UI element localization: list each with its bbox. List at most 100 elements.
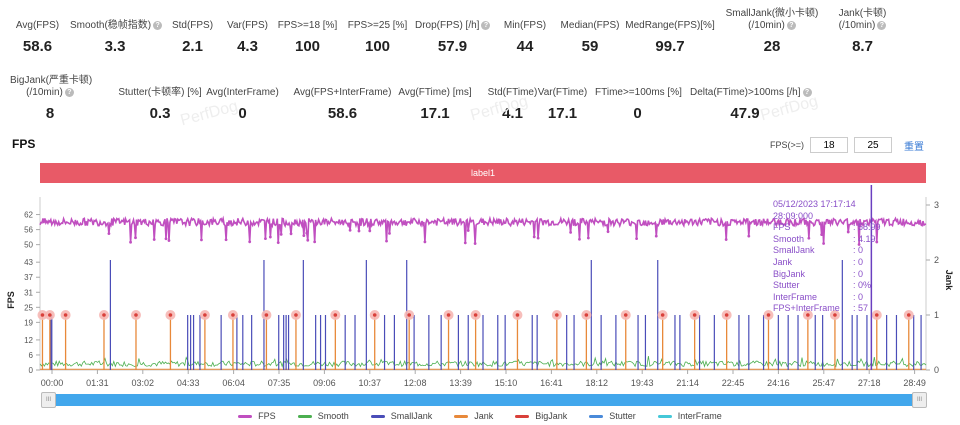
- bigjank-marker: [134, 313, 138, 317]
- fps-point: [200, 238, 203, 242]
- legend-item-interframe[interactable]: InterFrame: [657, 411, 722, 421]
- stat-0: BigJank(严重卡顿) (/10min)? 8: [10, 75, 93, 122]
- fps-series-line: [39, 215, 927, 245]
- fps-point: [532, 235, 536, 239]
- legend-item-jank[interactable]: Jank: [454, 411, 493, 421]
- fps-point: [248, 240, 252, 244]
- stat-value: 4.3: [237, 38, 258, 55]
- y-tick-label: 37: [24, 273, 33, 282]
- fps-point: [423, 240, 427, 244]
- fps-point: [134, 236, 137, 240]
- fps-point: [846, 230, 850, 234]
- legend-label: InterFrame: [677, 411, 722, 421]
- help-icon[interactable]: ?: [786, 20, 796, 30]
- bigjank-marker: [63, 313, 68, 317]
- fps-point: [167, 239, 171, 242]
- y-right-tick-label: 2: [934, 255, 939, 265]
- bigjank-marker: [692, 313, 697, 317]
- stat-2: Std(FPS) 2.1: [165, 8, 220, 55]
- bigjank-marker: [407, 313, 411, 317]
- help-icon[interactable]: ?: [802, 87, 812, 97]
- stat-value: 100: [364, 38, 391, 55]
- fps-point: [822, 242, 826, 245]
- stat-label: Avg(InterFrame): [205, 87, 280, 99]
- tooltip-value: : 0: [853, 245, 864, 256]
- x-tick-label: 18:12: [586, 378, 609, 388]
- help-icon[interactable]: ?: [481, 20, 491, 30]
- tooltip-key: FPS: [773, 222, 791, 233]
- x-tick-label: 27:18: [858, 378, 881, 388]
- stat-label-text: BigJank(严重卡顿): [10, 75, 93, 86]
- tooltip-value: : 0%: [853, 280, 872, 291]
- legend-item-stutter[interactable]: Stutter: [589, 411, 636, 421]
- fps-threshold-controls: FPS(>=) 重置: [770, 137, 924, 153]
- label-bar[interactable]: label1: [40, 163, 926, 183]
- y-right-tick-label: 1: [934, 310, 939, 320]
- fps-point: [463, 241, 467, 245]
- y-tick-label: 56: [24, 226, 33, 235]
- fps-point: [279, 232, 283, 236]
- stat-value: 17.1: [547, 105, 578, 122]
- threshold-input-2[interactable]: [854, 137, 892, 153]
- stat-label-text: Var(FPS): [227, 20, 268, 31]
- stat-label-text: Delta(FTime)>100ms [/h]: [690, 87, 801, 98]
- tooltip-value: : 0: [853, 256, 864, 267]
- stat-label-text: Avg(FTime) [ms]: [398, 87, 472, 98]
- fps-point: [635, 237, 638, 241]
- time-range-slider[interactable]: III III: [41, 392, 927, 408]
- slider-handle-right[interactable]: III: [912, 392, 927, 408]
- stat-value: 100: [294, 38, 321, 55]
- legend-item-smooth[interactable]: Smooth: [297, 411, 349, 421]
- stat-value: 0: [238, 105, 247, 122]
- bigjank-marker: [766, 313, 771, 317]
- stat-label: Avg(FPS+InterFrame): [285, 87, 400, 99]
- stat-label: BigJank(严重卡顿) (/10min)?: [10, 75, 93, 99]
- x-tick-label: 00:00: [41, 378, 64, 388]
- help-icon[interactable]: ?: [153, 20, 163, 30]
- x-tick-label: 19:43: [631, 378, 654, 388]
- y-tick-label: 25: [24, 303, 33, 312]
- tooltip-time: 05/12/2023 17:17:14: [773, 199, 856, 209]
- stat-5: Std(FTime) 4.1: [480, 75, 545, 122]
- fps-point: [747, 234, 751, 238]
- x-tick-label: 09:06: [313, 378, 336, 388]
- threshold-input-1[interactable]: [810, 137, 848, 153]
- stat-value: 44: [516, 38, 534, 55]
- tooltip-row: InterFrame: 0: [773, 292, 881, 304]
- stat-value: 4.1: [502, 105, 523, 122]
- stat-label-text: FPS>=25 [%]: [347, 20, 408, 31]
- bigjank-marker: [168, 313, 173, 317]
- legend-item-fps[interactable]: FPS: [238, 411, 276, 421]
- x-tick-label: 16:41: [540, 378, 563, 388]
- tooltip-key: BigJank: [773, 268, 806, 279]
- legend-label: FPS: [258, 411, 276, 421]
- stat-3: Var(FPS) 4.3: [225, 8, 270, 55]
- fps-point: [164, 237, 168, 241]
- stat-label-text: Std(FPS): [171, 20, 214, 31]
- stat-value: 28: [763, 38, 781, 55]
- help-icon[interactable]: ?: [64, 87, 74, 97]
- y-right-tick-label: 3: [934, 200, 939, 210]
- stat-10: SmallJank(微小卡顿) (/10min)? 28: [722, 8, 822, 55]
- legend-item-smalljank[interactable]: SmallJank: [370, 411, 432, 421]
- bigjank-marker: [231, 313, 235, 317]
- fps-point: [306, 238, 310, 242]
- bigjank-marker: [48, 313, 52, 317]
- bigjank-marker: [333, 313, 338, 317]
- fps-point: [578, 237, 581, 241]
- stat-7: FTime>=100ms [%] 0: [595, 75, 682, 122]
- stat-4: FPS>=18 [%] 100: [275, 8, 340, 55]
- legend-item-bigjank[interactable]: BigJank: [515, 411, 567, 421]
- stat-label-text: Stutter(卡顿率) [%]: [118, 87, 202, 98]
- tooltip-row: FPS: 58.99: [773, 222, 881, 234]
- reset-button[interactable]: 重置: [904, 141, 924, 153]
- help-icon[interactable]: ?: [877, 20, 887, 30]
- x-tick-label: 06:04: [222, 378, 245, 388]
- stat-value: 0.3: [149, 105, 171, 122]
- x-tick-label: 03:02: [132, 378, 155, 388]
- x-tick-label: 04:33: [177, 378, 200, 388]
- stat-label: Std(FTime): [480, 87, 545, 99]
- slider-handle-left[interactable]: III: [41, 392, 56, 408]
- stat-value: 99.7: [655, 38, 685, 55]
